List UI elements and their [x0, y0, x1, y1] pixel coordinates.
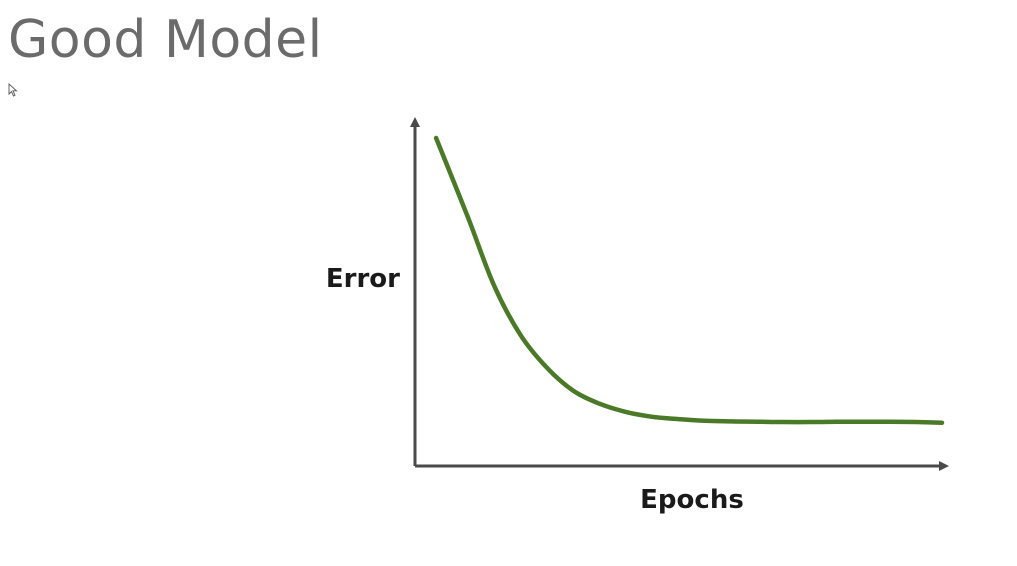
- mouse-pointer-icon: [8, 83, 18, 97]
- slide-title: Good Model: [8, 10, 323, 70]
- y-axis-label: Error: [326, 264, 400, 294]
- error-curve: [433, 135, 945, 425]
- plot-area: [410, 117, 949, 471]
- x-axis-label: Epochs: [640, 485, 744, 515]
